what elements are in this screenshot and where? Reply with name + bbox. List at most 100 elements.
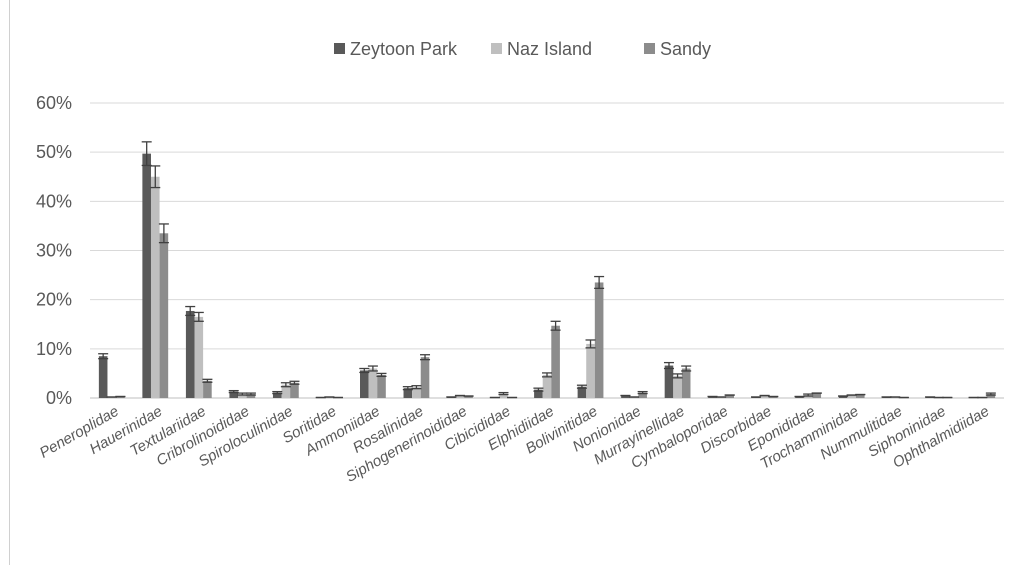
error-bar [576, 384, 587, 389]
bar-zeytoon-park [403, 388, 413, 398]
bar-zeytoon-park [577, 386, 587, 398]
legend-item: Naz Island [491, 39, 592, 59]
error-bar [498, 391, 509, 396]
y-tick-label: 40% [36, 191, 72, 211]
bar-sandy [812, 393, 822, 398]
bar-naz-island [455, 395, 465, 398]
bar-zeytoon-park [98, 356, 108, 398]
bar-naz-island [281, 384, 291, 398]
bar-zeytoon-park [795, 396, 804, 398]
error-bar [359, 367, 370, 374]
bar-sandy [203, 380, 212, 398]
bar-naz-island [760, 395, 769, 398]
legend-swatch [644, 43, 655, 54]
bar-naz-island [368, 368, 378, 398]
error-bar [681, 365, 692, 372]
bar-sandy [290, 382, 299, 398]
legend-swatch [334, 43, 345, 54]
bar-sandy [116, 396, 125, 398]
error-bar [141, 141, 152, 167]
bar-sandy [986, 394, 996, 398]
bar-zeytoon-park [229, 391, 239, 398]
error-bar [289, 380, 300, 385]
error-bar [367, 365, 378, 372]
bar-zeytoon-park [534, 389, 543, 398]
bar-zeytoon-park [664, 365, 674, 398]
legend-swatch [491, 43, 502, 54]
bar-sandy [377, 374, 386, 398]
bar-sandy [681, 368, 691, 398]
bar-sandy [551, 325, 560, 398]
bar-sandy [464, 396, 473, 398]
error-bar [637, 390, 648, 395]
bar-sandy [725, 395, 734, 398]
bar-zeytoon-park [708, 396, 717, 398]
bar-sandy [768, 396, 778, 398]
legend-label: Sandy [660, 39, 711, 59]
error-bar [376, 372, 387, 378]
error-bar [985, 392, 996, 396]
legend-label: Zeytoon Park [350, 39, 458, 59]
bar-sandy [420, 357, 430, 398]
error-bar [402, 386, 413, 391]
legend: Zeytoon Park Naz Island Sandy [334, 39, 711, 59]
legend-label: Naz Island [507, 39, 592, 59]
bar-sandy [594, 282, 604, 398]
bars [98, 153, 996, 399]
error-bar [542, 372, 552, 378]
error-bar [803, 393, 814, 397]
error-bar [272, 390, 283, 395]
bar-sandy [159, 233, 169, 398]
bar-naz-island [499, 393, 508, 398]
error-bar [193, 311, 204, 322]
y-tick-label: 0% [46, 388, 72, 408]
error-bar [533, 387, 544, 392]
gridlines [90, 102, 1004, 399]
bar-naz-island [673, 375, 682, 398]
bar-naz-island [194, 316, 204, 398]
bar-naz-island [847, 395, 856, 398]
y-tick-label: 60% [36, 93, 72, 113]
bar-zeytoon-park [272, 392, 282, 398]
error-bar [202, 378, 213, 383]
chart-frame: 0% 10% 20% 30% 40% 50% 60% Peneroplidae Hauerin… [9, 0, 1013, 565]
y-tick-label: 20% [36, 290, 72, 310]
bar-zeytoon-park [360, 370, 369, 398]
error-bar [420, 354, 431, 361]
error-bar [150, 165, 161, 189]
bar-zeytoon-park [621, 395, 630, 398]
bar-zeytoon-park [185, 310, 195, 398]
bar-sandy [638, 392, 647, 398]
bar-naz-island [542, 374, 552, 398]
y-tick-label: 30% [36, 241, 72, 261]
bar-sandy [855, 394, 865, 398]
bar-zeytoon-park [838, 396, 848, 398]
error-bar [663, 361, 674, 370]
bar-sandy [246, 394, 256, 398]
legend-item: Sandy [644, 39, 711, 59]
y-tick-label: 50% [36, 142, 72, 162]
legend-item: Zeytoon Park [334, 39, 458, 59]
error-bar [228, 389, 239, 394]
bar-naz-island [150, 176, 160, 398]
error-bar [98, 353, 109, 360]
error-bar [672, 373, 683, 379]
error-bar [411, 385, 422, 390]
bar-chart: 0% 10% 20% 30% 40% 50% 60% PeneroplidaeHauerin… [36, 39, 1004, 486]
error-bar [185, 305, 196, 317]
bar-zeytoon-park [142, 153, 151, 398]
bar-naz-island [412, 387, 421, 398]
error-bar [585, 339, 596, 349]
error-bar [280, 382, 291, 388]
category-labels: PeneroplidaeHauerinidaeTextulariidaeCrib… [37, 403, 993, 486]
error-bar [594, 275, 605, 290]
error-bar [245, 392, 256, 396]
error-bar [550, 320, 561, 331]
y-tick-label: 10% [36, 339, 72, 359]
error-bar [237, 392, 248, 396]
y-axis-ticks: 0% 10% 20% 30% 40% 50% 60% [36, 93, 72, 408]
error-bars [98, 141, 996, 399]
error-bar [158, 223, 169, 244]
bar-naz-island [238, 394, 247, 398]
bar-naz-island [586, 343, 595, 398]
